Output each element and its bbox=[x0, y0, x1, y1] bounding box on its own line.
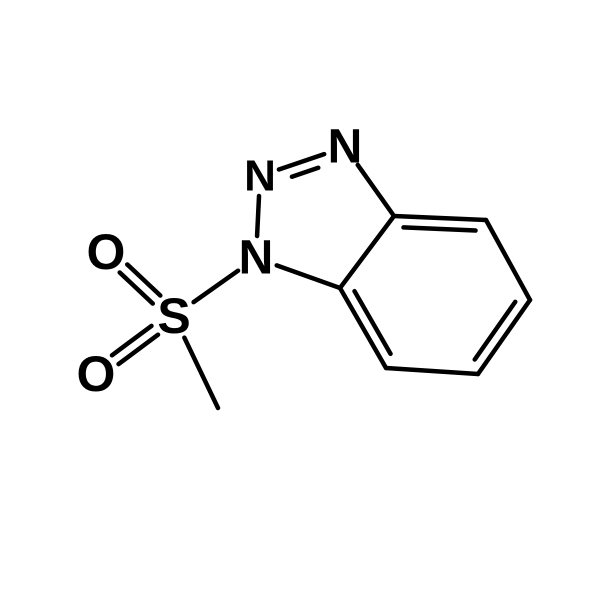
atom-o: O bbox=[87, 224, 126, 280]
bond bbox=[340, 288, 386, 368]
atom-o: O bbox=[77, 346, 116, 402]
bond bbox=[292, 168, 318, 177]
atom-n: N bbox=[244, 152, 276, 201]
bond bbox=[386, 368, 478, 374]
bond bbox=[112, 326, 151, 355]
bond bbox=[127, 264, 160, 295]
bond bbox=[404, 227, 476, 230]
bond bbox=[486, 220, 530, 300]
bond bbox=[194, 271, 238, 302]
bond bbox=[394, 216, 486, 220]
atom-n: N bbox=[239, 232, 274, 285]
bond bbox=[358, 165, 394, 216]
atom-s: S bbox=[157, 288, 190, 344]
bond bbox=[184, 338, 218, 408]
bond bbox=[478, 300, 530, 374]
bond bbox=[119, 335, 158, 364]
bond bbox=[340, 216, 394, 288]
molecule-diagram: NNNSOO bbox=[0, 0, 600, 600]
bond bbox=[277, 265, 340, 288]
atom-n: N bbox=[328, 121, 363, 174]
bond bbox=[257, 196, 259, 236]
